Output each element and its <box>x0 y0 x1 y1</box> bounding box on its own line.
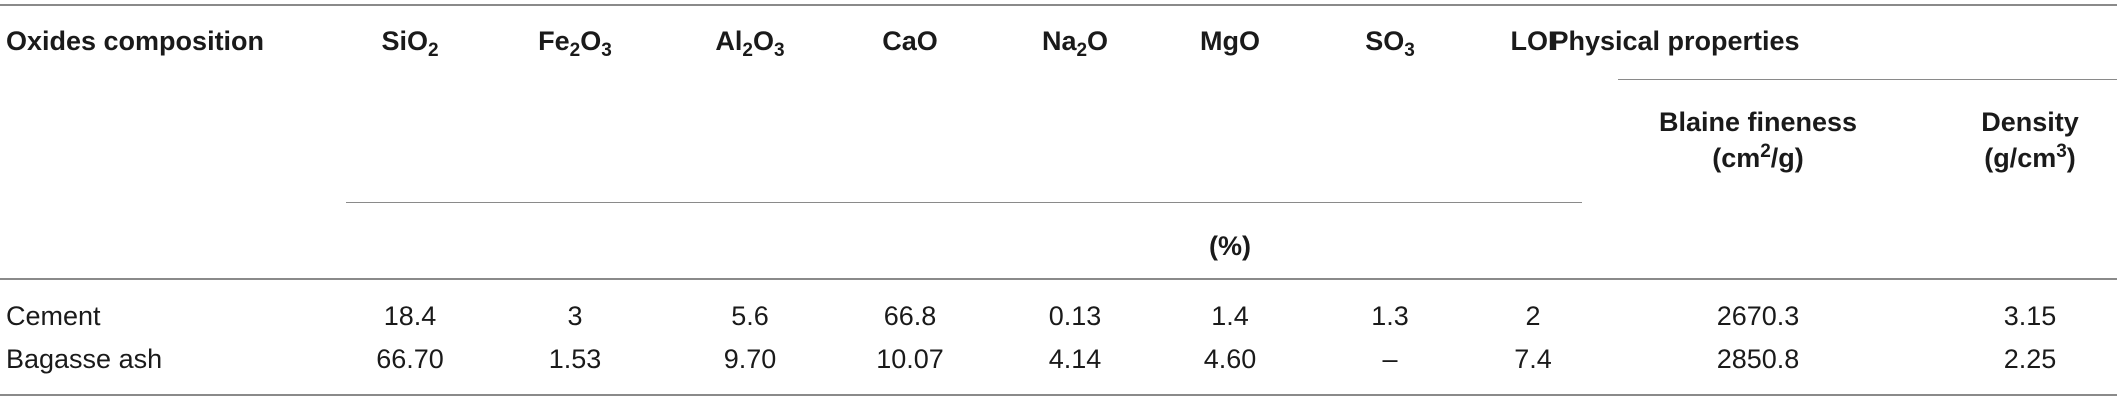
row-label-cement: Cement <box>6 301 101 331</box>
cell-cement-so3: 1.3 <box>1371 301 1409 331</box>
cell-cement-sio2: 18.4 <box>383 301 437 331</box>
cell-bagasse-al2o3: 9.70 <box>723 344 777 374</box>
cell-bagasse-fe2o3: 1.53 <box>548 344 602 374</box>
physical-properties-rule <box>1618 79 2117 80</box>
header-so3: SO3 <box>1365 26 1415 61</box>
header-physical-properties: Physical properties <box>1550 26 1800 56</box>
header-fe2o3: Fe2O3 <box>538 26 612 61</box>
cell-cement-al2o3: 5.6 <box>731 301 769 331</box>
bottom-rule <box>0 394 2117 396</box>
cell-bagasse-blaine: 2850.8 <box>1716 344 1800 374</box>
header-cao: CaO <box>882 26 938 56</box>
header-loi: LOI <box>1510 26 1556 56</box>
top-rule <box>0 4 2117 6</box>
header-na2o: Na2O <box>1041 26 1109 61</box>
header-mgo: MgO <box>1200 26 1260 56</box>
header-bottom-rule <box>0 278 2117 280</box>
cell-bagasse-cao: 10.07 <box>876 344 944 374</box>
row-label-bagasse-ash: Bagasse ash <box>6 344 163 374</box>
header-oxides-composition: Oxides composition <box>6 26 265 56</box>
header-al2o3: Al2O3 <box>715 26 785 61</box>
header-density-unit: (g/cm3) <box>1984 141 2076 173</box>
header-blaine-unit: (cm2/g) <box>1712 141 1804 173</box>
cell-bagasse-density: 2.25 <box>2003 344 2057 374</box>
cell-cement-cao: 66.8 <box>883 301 937 331</box>
oxides-rule <box>346 202 1582 203</box>
cell-cement-na2o: 0.13 <box>1048 301 1102 331</box>
cell-bagasse-so3: – <box>1382 344 1398 374</box>
header-unit-percent: (%) <box>1209 231 1251 261</box>
cell-bagasse-mgo: 4.60 <box>1203 344 1257 374</box>
cell-cement-mgo: 1.4 <box>1211 301 1249 331</box>
cell-cement-loi: 2 <box>1525 301 1541 331</box>
header-sio2: SiO2 <box>381 26 439 61</box>
header-density: Density <box>1981 107 2079 137</box>
header-blaine-fineness: Blaine fineness <box>1658 107 1858 137</box>
cell-bagasse-na2o: 4.14 <box>1048 344 1102 374</box>
cell-bagasse-loi: 7.4 <box>1514 344 1552 374</box>
cell-bagasse-sio2: 66.70 <box>376 344 444 374</box>
cell-cement-fe2o3: 3 <box>567 301 583 331</box>
cell-cement-density: 3.15 <box>2003 301 2057 331</box>
cell-cement-blaine: 2670.3 <box>1716 301 1800 331</box>
